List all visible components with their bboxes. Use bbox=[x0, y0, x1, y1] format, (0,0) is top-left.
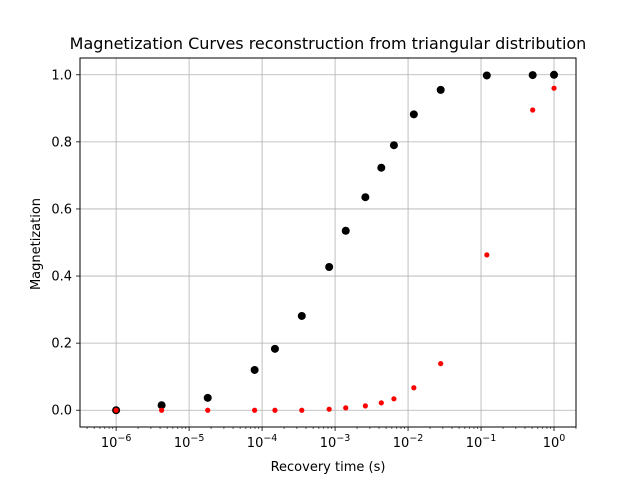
chart-title: Magnetization Curves reconstruction from… bbox=[70, 34, 587, 53]
data-point bbox=[389, 141, 398, 150]
data-point bbox=[378, 400, 384, 406]
x-tick-label: 10−6 bbox=[101, 433, 132, 451]
data-point bbox=[484, 252, 490, 258]
plot-frame bbox=[79, 57, 577, 428]
data-points bbox=[112, 70, 559, 415]
data-point bbox=[325, 262, 334, 271]
data-point bbox=[326, 406, 332, 412]
data-point bbox=[159, 407, 165, 413]
x-tick-label: 100 bbox=[543, 433, 566, 451]
data-point bbox=[391, 396, 397, 402]
data-point bbox=[550, 70, 559, 79]
data-point bbox=[411, 385, 417, 391]
data-point bbox=[270, 344, 279, 353]
data-point bbox=[436, 85, 445, 94]
x-tick-label: 10−5 bbox=[174, 433, 205, 451]
y-tick-label: 0.4 bbox=[51, 270, 72, 285]
data-point bbox=[272, 407, 278, 413]
x-tick-label: 10−2 bbox=[393, 433, 424, 451]
y-tick-label: 1.0 bbox=[51, 68, 72, 83]
x-tick-label: 10−1 bbox=[466, 433, 497, 451]
data-point bbox=[482, 71, 491, 80]
data-point bbox=[205, 407, 211, 413]
data-point bbox=[438, 360, 444, 367]
data-point bbox=[157, 401, 166, 410]
grid-lines bbox=[80, 58, 576, 427]
y-axis-label: Magnetization bbox=[29, 198, 44, 290]
axes: 10−6 10−5 10−4 10−3 10−2 10−1 100 0.0 0.2 0.4 0.6 0… bbox=[51, 68, 577, 451]
data-point bbox=[113, 407, 119, 413]
x-tick-label: 10−4 bbox=[247, 433, 278, 451]
data-point bbox=[297, 311, 306, 320]
data-point bbox=[377, 163, 386, 172]
y-tick-label: 0.6 bbox=[51, 202, 72, 217]
data-point bbox=[252, 407, 258, 413]
data-point bbox=[551, 85, 557, 91]
data-point bbox=[528, 71, 537, 80]
data-point bbox=[409, 110, 418, 119]
data-point bbox=[341, 226, 350, 235]
series-1 bbox=[113, 85, 557, 413]
y-tick-label: 0.2 bbox=[51, 337, 72, 352]
series-0 bbox=[112, 70, 559, 415]
y-tick-label: 0.8 bbox=[51, 135, 72, 150]
data-point bbox=[250, 365, 259, 374]
data-point bbox=[361, 193, 370, 202]
data-point bbox=[299, 407, 305, 413]
x-axis-label: Recovery time (s) bbox=[271, 460, 386, 475]
y-tick-label: 0.0 bbox=[51, 404, 72, 419]
data-point bbox=[530, 107, 536, 113]
data-point bbox=[343, 405, 349, 411]
x-tick-label: 10−3 bbox=[320, 433, 351, 451]
data-point bbox=[362, 403, 368, 409]
data-point bbox=[203, 393, 212, 402]
